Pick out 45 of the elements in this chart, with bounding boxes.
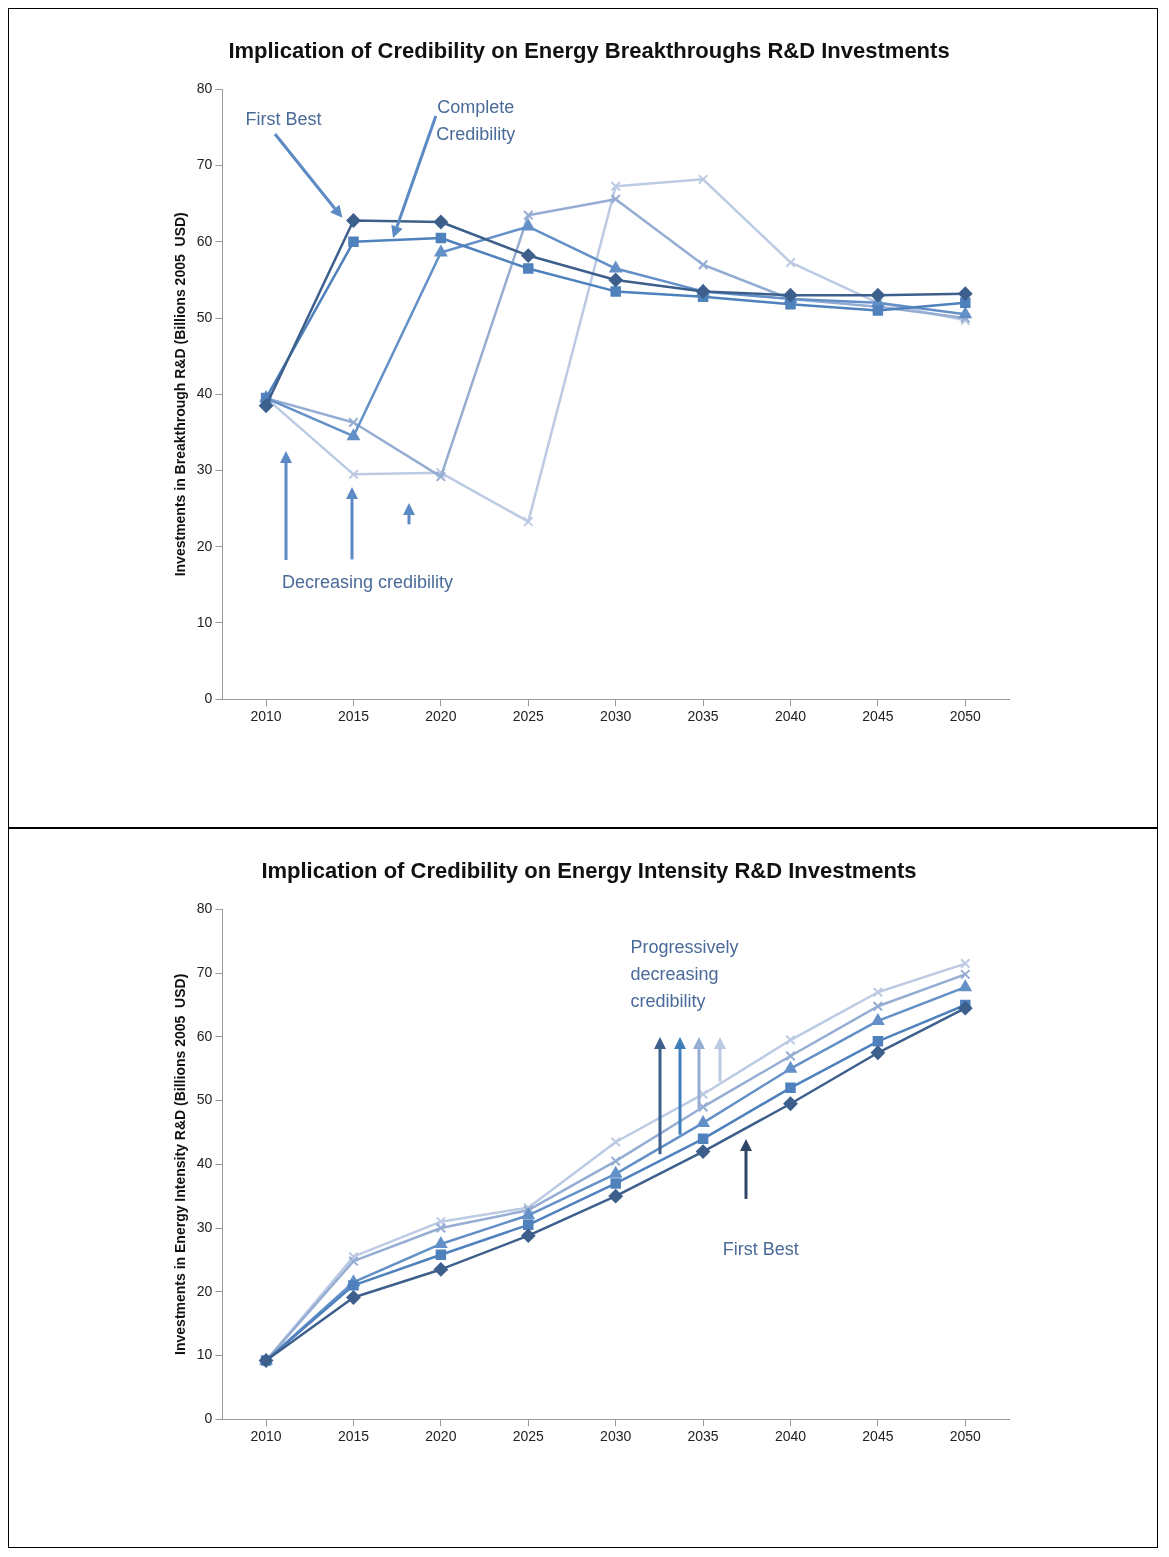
annotation: First Best: [722, 1239, 799, 1260]
x-tick-label: 2050: [949, 708, 982, 725]
y-tick-label: 20: [196, 1282, 213, 1299]
y-tick-label: 50: [196, 1091, 213, 1108]
y-tick-label: 40: [196, 1155, 213, 1172]
y-tick-label: 40: [196, 385, 213, 402]
chart-title: Implication of Credibility on Energy Breakthroughs R&D Investments: [228, 38, 950, 64]
annotation: First Best: [245, 108, 322, 129]
y-tick-label: 80: [196, 80, 213, 97]
x-tick-label: 2020: [425, 708, 457, 725]
x-tick-label: 2030: [600, 708, 632, 725]
x-tick-label: 2040: [774, 1428, 807, 1445]
y-tick-label: 70: [196, 963, 213, 980]
x-tick-label: 2045: [862, 1428, 894, 1445]
x-tick-label: 2035: [687, 1428, 719, 1445]
chart-title: Implication of Credibility on Energy Intensity R&D Investments: [261, 858, 917, 884]
y-tick-label: 30: [196, 1218, 213, 1235]
y-tick-label: 50: [196, 308, 213, 325]
x-tick-label: 2035: [687, 708, 719, 725]
x-tick-label: 2015: [337, 708, 370, 725]
y-tick-label: 30: [196, 461, 213, 478]
x-tick-label: 2020: [425, 1428, 457, 1445]
x-tick-label: 2045: [862, 708, 894, 725]
y-tick-label: 60: [196, 1027, 213, 1044]
annotation: Decreasing credibility: [281, 571, 453, 592]
x-tick-label: 2030: [600, 1428, 632, 1445]
x-tick-label: 2050: [949, 1428, 982, 1445]
x-tick-label: 2040: [774, 708, 807, 725]
y-tick-label: 20: [196, 537, 213, 554]
x-tick-label: 2025: [512, 1428, 545, 1445]
y-tick-label: 0: [204, 690, 213, 707]
y-tick-label: 0: [204, 1410, 213, 1427]
x-tick-label: 2025: [512, 708, 545, 725]
y-tick-label: 70: [196, 156, 213, 173]
y-tick-label: 10: [196, 1346, 213, 1363]
x-tick-label: 2010: [250, 708, 282, 725]
y-tick-label: 80: [196, 900, 213, 917]
x-tick-label: 2015: [337, 1428, 370, 1445]
y-tick-label: 60: [196, 232, 213, 249]
annotation: Complete Credibility: [436, 96, 516, 144]
annotation: Progressively decreasing credibility: [630, 936, 739, 1011]
y-axis-title: Investments in Breakthrough R&D (Billions 2005 USD): [172, 212, 189, 577]
y-tick-label: 10: [196, 613, 213, 630]
y-axis-title: Investments in Energy Intensity R&D (Billions 2005 USD): [172, 973, 189, 1355]
x-tick-label: 2010: [250, 1428, 282, 1445]
